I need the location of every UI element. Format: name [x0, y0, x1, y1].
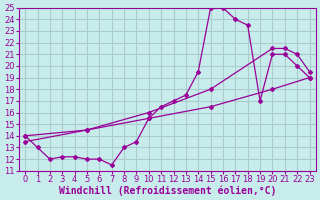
X-axis label: Windchill (Refroidissement éolien,°C): Windchill (Refroidissement éolien,°C)	[59, 185, 276, 196]
